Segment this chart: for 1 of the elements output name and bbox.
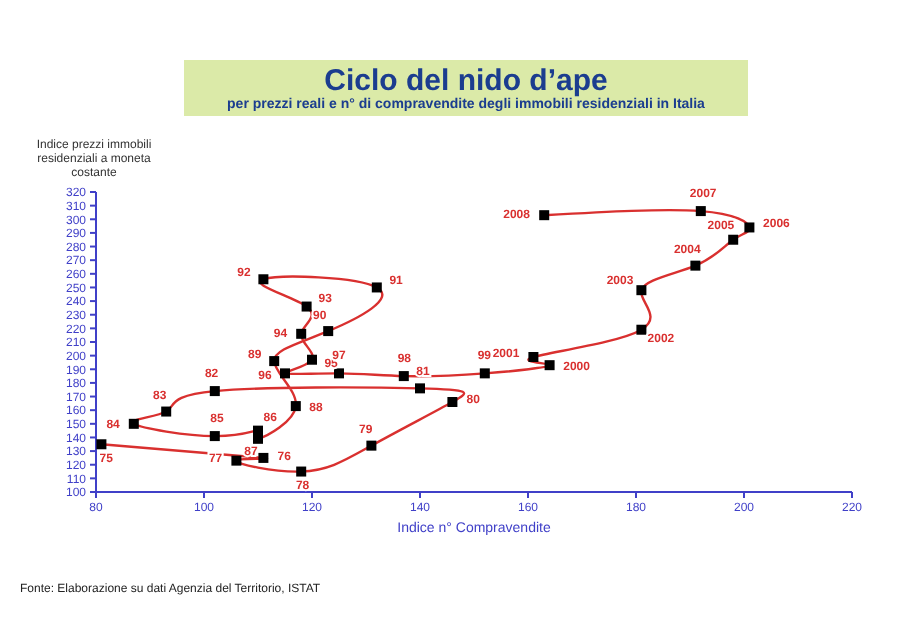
chart-title: Ciclo del nido d’ape: [324, 64, 608, 98]
